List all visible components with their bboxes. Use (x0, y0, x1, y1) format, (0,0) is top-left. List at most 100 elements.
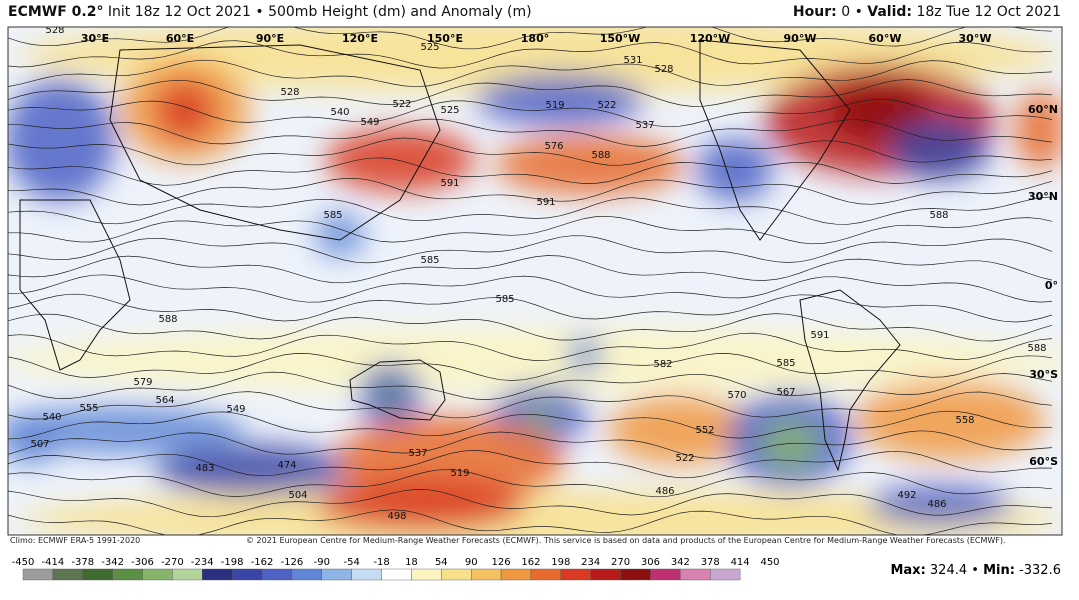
contour-label: 567 (776, 387, 795, 398)
separator: • (255, 4, 264, 20)
longitude-label: 120°E (342, 32, 378, 45)
anomaly-blob (8, 415, 60, 465)
color-swatch (650, 568, 681, 581)
contour-label: 486 (927, 499, 946, 510)
contour-label: 504 (288, 490, 307, 501)
anomaly-blob (524, 406, 556, 430)
color-swatch (261, 568, 293, 581)
color-swatch (202, 568, 233, 581)
coastlines (19, 39, 901, 472)
max: 324.4 (929, 563, 968, 578)
colorbar-tick-label: -54 (344, 557, 360, 568)
subtitle: Init 18z 12 Oct 2021 (107, 4, 251, 20)
hour-label: Hour: (792, 4, 837, 20)
contour-label: 528 (280, 87, 299, 98)
color-swatch (381, 568, 412, 581)
anomaly-blob (475, 74, 645, 126)
anomaly-blob (830, 80, 930, 140)
colorbar-tick-label: -450 (12, 557, 35, 568)
map-area: 30°E 60°E 90°E 120°E 150°E 180° 150°W 120°W 90°W… (8, 27, 1062, 535)
contour-label: 549 (226, 404, 245, 415)
contours (8, 27, 1053, 535)
color-swatch (710, 568, 741, 581)
contour-label: 525 (440, 105, 459, 116)
longitude-label: 30°W (959, 32, 992, 45)
colorbar-tick-label: -198 (221, 557, 244, 568)
colorbar-tick-label: 342 (671, 557, 690, 568)
color-swatch (620, 568, 651, 581)
anomaly-blob (8, 78, 115, 202)
latitude-label: 30°N (1028, 190, 1058, 203)
anomaly-blob (8, 406, 245, 454)
contour-label: 582 (653, 359, 672, 370)
contour-label: 591 (810, 330, 829, 341)
colorbar-tick-label: 126 (492, 557, 511, 568)
contour-line (8, 391, 1053, 420)
contour-label: 528 (654, 64, 673, 75)
colorbar-tick-label: 450 (760, 557, 779, 568)
contour-line (8, 118, 1053, 147)
colorbar-tick-label: 162 (521, 557, 540, 568)
latitude-label: 30°S (1029, 368, 1058, 381)
contour-label: 537 (635, 120, 654, 131)
contour-label: 519 (545, 100, 564, 111)
header-right: Hour: 0 • Valid: 18z Tue 12 Oct 2021 (793, 4, 1061, 20)
colorbar-tick-label: -18 (373, 557, 389, 568)
colorbar-tick-label: -126 (281, 557, 304, 568)
contour-label: 552 (695, 425, 714, 436)
contour-label: 558 (955, 415, 974, 426)
climo: Climo: ECMWF ERA-5 1991-2020 (10, 536, 141, 545)
anomaly-blob (760, 419, 820, 471)
latitude-label: 60°N (1028, 103, 1058, 116)
contour-label: 540 (42, 412, 61, 423)
anomaly-blob (8, 328, 1062, 392)
colorbar-tick-label: -306 (131, 557, 154, 568)
contour-label: 564 (155, 395, 174, 406)
separator: • (854, 4, 863, 20)
contour-label: 537 (408, 448, 427, 459)
contour-label: 591 (536, 197, 555, 208)
contour-line (8, 410, 1053, 440)
valid: 18z Tue 12 Oct 2021 (916, 4, 1061, 20)
colorbar-tick-label: -234 (191, 557, 214, 568)
contour-label: 585 (495, 294, 514, 305)
longitude-label: 120°W (690, 32, 731, 45)
contour-label: 585 (420, 255, 439, 266)
anomaly-blob (608, 395, 752, 465)
map-frame (7, 26, 1063, 536)
longitude-label: 180° (521, 32, 549, 45)
contour-line (8, 509, 1053, 535)
anomaly-blob (315, 213, 365, 257)
longitude-label: 90°E (256, 32, 284, 45)
contour-line (8, 59, 1053, 88)
colorbar-tick-label: 414 (731, 557, 750, 568)
anomaly-blob (495, 135, 685, 195)
longitude-label: 90°W (784, 32, 817, 45)
contour-line (8, 469, 1053, 498)
contour-label: 486 (655, 486, 674, 497)
contour-line (8, 235, 1053, 264)
colorbar-tick-label: 90 (465, 557, 478, 568)
anomaly-blob (155, 444, 345, 496)
max-label: Max: (890, 563, 926, 578)
contour-line (8, 371, 1053, 400)
contour-line (8, 215, 1053, 245)
anomaly-blob (20, 490, 1060, 535)
color-swatch (172, 568, 203, 581)
contour-line (8, 98, 1053, 128)
contour-label: 522 (392, 99, 411, 110)
colorbar-tick-label: -270 (161, 557, 184, 568)
min-label: Min: (983, 563, 1015, 578)
colorbar-tick-label: 306 (641, 557, 660, 568)
contour-line (8, 313, 1053, 342)
color-swatch (351, 568, 382, 581)
anomaly-blob (155, 80, 215, 140)
colorbar-tick-label: -90 (314, 557, 330, 568)
contour-label: 492 (897, 490, 916, 501)
color-swatch (680, 568, 711, 581)
colorbar-tick-label: -378 (71, 557, 94, 568)
longitude-label: 150°E (427, 32, 463, 45)
contour-label: 591 (440, 178, 459, 189)
latitude-label: 60°S (1029, 455, 1058, 468)
